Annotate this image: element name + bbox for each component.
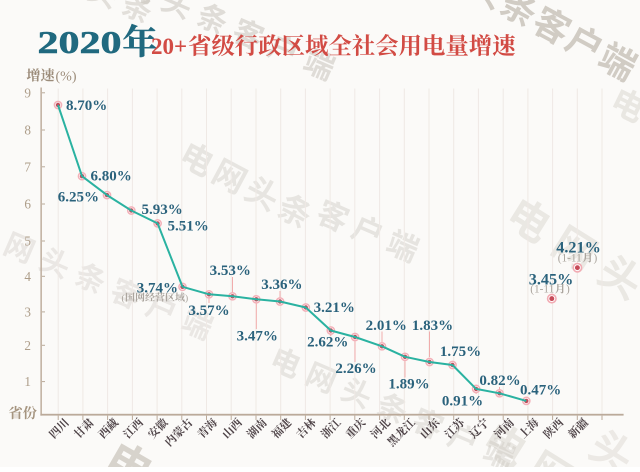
svg-text:3.47%: 3.47% [237, 329, 278, 345]
svg-text:3.53%: 3.53% [210, 263, 251, 279]
svg-text:8.70%: 8.70% [66, 98, 107, 114]
svg-text:2020: 2020 [38, 24, 122, 60]
svg-text:(1-11: (1-11 [530, 284, 554, 296]
svg-text:20+: 20+ [151, 34, 187, 59]
svg-text:): ) [594, 253, 598, 265]
svg-text:0.47%: 0.47% [520, 382, 561, 398]
svg-text:2.62%: 2.62% [307, 334, 348, 350]
svg-text:5.51%: 5.51% [168, 219, 209, 235]
svg-text:9: 9 [24, 85, 31, 100]
svg-text:7: 7 [24, 159, 31, 174]
svg-text:1.83%: 1.83% [412, 318, 453, 334]
svg-text:3.74%: 3.74% [137, 281, 178, 297]
svg-text:4.21%: 4.21% [556, 239, 601, 257]
svg-text:1.89%: 1.89% [388, 377, 429, 393]
svg-text:6.25%: 6.25% [58, 189, 99, 205]
svg-text:2.26%: 2.26% [335, 361, 376, 377]
svg-text:0.82%: 0.82% [479, 373, 520, 389]
svg-text:3: 3 [24, 305, 31, 320]
svg-text:(%): (%) [56, 69, 77, 84]
svg-text:5: 5 [24, 234, 31, 249]
svg-text:5.93%: 5.93% [142, 202, 183, 218]
svg-text:): ) [185, 293, 188, 304]
svg-text:8: 8 [24, 123, 31, 138]
svg-text:1.75%: 1.75% [440, 344, 481, 360]
svg-text:1: 1 [24, 374, 31, 389]
svg-text:2.01%: 2.01% [366, 318, 407, 334]
svg-text:4: 4 [24, 269, 31, 284]
svg-text:3.57%: 3.57% [188, 303, 229, 319]
svg-text:(: ( [122, 293, 125, 304]
svg-text:6.80%: 6.80% [91, 169, 132, 185]
svg-text:(1-11: (1-11 [558, 253, 582, 265]
svg-text:6: 6 [24, 197, 31, 212]
svg-text:3.36%: 3.36% [261, 277, 302, 293]
svg-text:): ) [566, 284, 570, 296]
svg-text:0.91%: 0.91% [442, 394, 483, 410]
svg-text:2: 2 [24, 338, 31, 353]
svg-text:3.21%: 3.21% [314, 300, 355, 316]
